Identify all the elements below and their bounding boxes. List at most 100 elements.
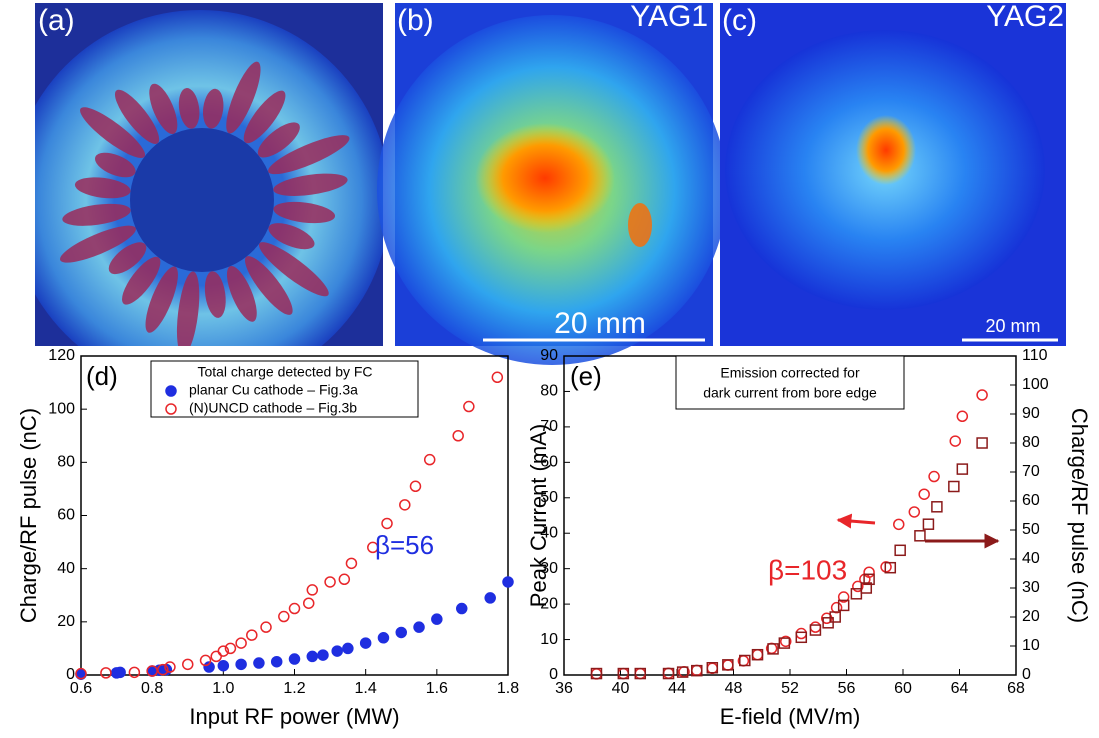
point (894, 519, 904, 529)
point (115, 667, 125, 677)
panel-label: (e) (570, 361, 602, 391)
point (932, 502, 942, 512)
y-tick-label: 80 (540, 383, 558, 400)
point (325, 577, 335, 587)
point (410, 481, 420, 491)
y-tick-label: 120 (48, 347, 75, 364)
y2-tick-label: 50 (1022, 521, 1040, 538)
annotation: β=56 (375, 530, 434, 560)
y2-tick-label: 10 (1022, 637, 1040, 654)
point (254, 658, 264, 668)
point (692, 665, 702, 675)
point (307, 585, 317, 595)
point (272, 657, 282, 667)
point (635, 669, 645, 679)
arrow (838, 520, 875, 523)
y2-tick-label: 100 (1022, 376, 1049, 393)
y-axis-title: Charge/RF pulse (nC) (16, 408, 41, 623)
x-tick-label: 44 (668, 680, 686, 697)
y-tick-label: 60 (57, 507, 75, 524)
x-tick-label: 40 (612, 680, 630, 697)
x-tick-label: 52 (781, 680, 799, 697)
point (950, 436, 960, 446)
x-axis-title: Input RF power (MW) (189, 704, 399, 729)
point (457, 604, 467, 614)
point (909, 507, 919, 517)
image-a (10, 3, 390, 390)
y-tick-label: 90 (540, 347, 558, 364)
point (396, 627, 406, 637)
x-tick-label: 56 (838, 680, 856, 697)
image-c (720, 3, 1066, 346)
figure: (a) (b) YAG1 20 mm (c) YAG2 20 mm 0.60.8… (0, 0, 1099, 738)
point (957, 411, 967, 421)
point (957, 464, 967, 474)
panel-label: (a) (38, 4, 75, 37)
point (919, 489, 929, 499)
x-tick-label: 0.8 (141, 680, 163, 697)
legend-marker (166, 386, 176, 396)
y2-tick-label: 20 (1022, 608, 1040, 625)
point (977, 438, 987, 448)
point (339, 574, 349, 584)
point (618, 669, 628, 679)
point (129, 667, 139, 677)
point (318, 650, 328, 660)
point (796, 629, 806, 639)
y2-tick-label: 30 (1022, 579, 1040, 596)
legend-label: (N)UNCD cathode – Fig.3b (189, 400, 357, 416)
y-tick-label: 0 (549, 666, 558, 683)
x-tick-label: 64 (951, 680, 969, 697)
x-tick-label: 1.8 (497, 680, 519, 697)
point (400, 500, 410, 510)
x-tick-label: 1.0 (212, 680, 234, 697)
y2-tick-label: 110 (1022, 347, 1048, 364)
x-tick-label: 48 (725, 680, 743, 697)
point (332, 646, 342, 656)
point (929, 472, 939, 482)
x-axis-title: E-field (MV/m) (720, 704, 861, 729)
y-axis-title: Peak Current (mA) (526, 424, 551, 607)
panel-label: (b) (397, 4, 434, 37)
point (211, 651, 221, 661)
point (414, 622, 424, 632)
scale-bar-label: 20 mm (554, 307, 646, 340)
point (236, 659, 246, 669)
x-tick-label: 1.2 (283, 680, 305, 697)
point (307, 651, 317, 661)
panel-label: (d) (86, 361, 118, 391)
point (378, 633, 388, 643)
panel-label: (c) (722, 4, 757, 37)
point (453, 431, 463, 441)
legend-title: Total charge detected by FC (197, 364, 372, 380)
point (290, 654, 300, 664)
point (343, 643, 353, 653)
point (290, 604, 300, 614)
point (832, 603, 842, 613)
point (425, 455, 435, 465)
x-tick-label: 1.6 (426, 680, 448, 697)
y-tick-label: 0 (66, 666, 75, 683)
y2-tick-label: 70 (1022, 463, 1040, 480)
point (591, 669, 601, 679)
point (492, 372, 502, 382)
point (503, 577, 513, 587)
point (346, 558, 356, 568)
legend-label: planar Cu cathode – Fig.3a (189, 382, 358, 398)
x-tick-label: 60 (894, 680, 912, 697)
y-tick-label: 100 (48, 400, 75, 417)
point (361, 638, 371, 648)
point (304, 598, 314, 608)
x-tick-label: 1.4 (355, 680, 377, 697)
y-tick-label: 80 (57, 454, 75, 471)
y2-axis-title: Charge/RF pulse (nC) (1067, 408, 1092, 623)
point (236, 638, 246, 648)
point (723, 660, 733, 670)
scale-bar-label: 20 mm (985, 316, 1040, 336)
point (810, 622, 820, 632)
y2-tick-label: 40 (1022, 550, 1040, 567)
point (279, 612, 289, 622)
point (707, 663, 717, 673)
point (247, 630, 257, 640)
